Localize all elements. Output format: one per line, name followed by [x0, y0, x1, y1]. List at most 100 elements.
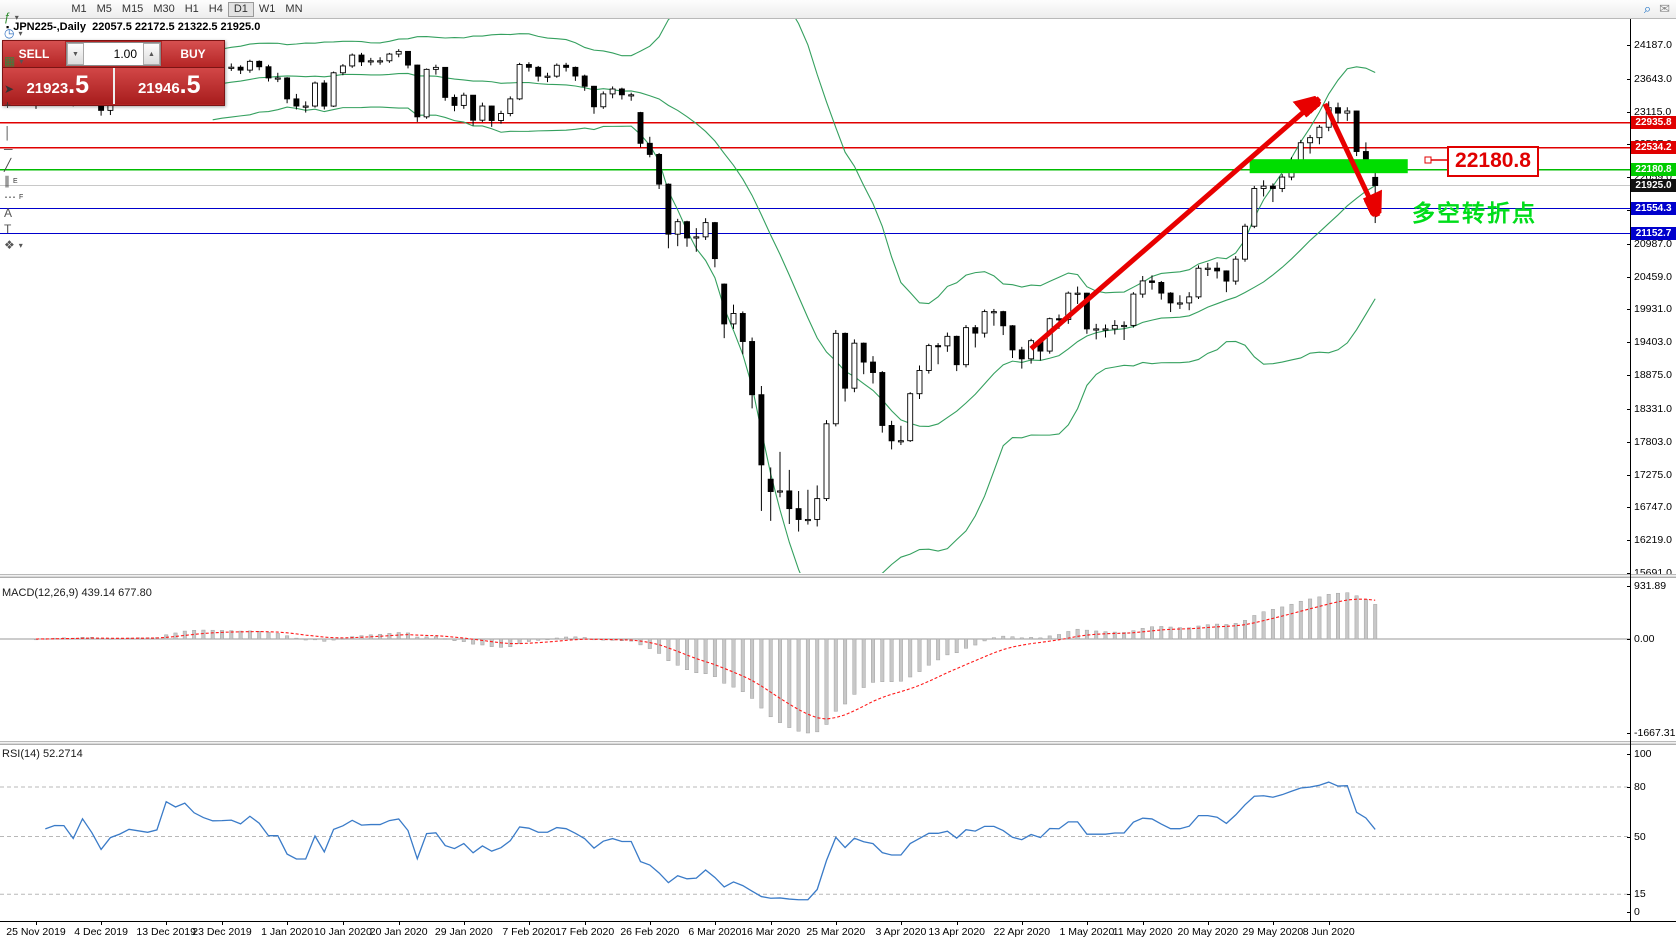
- macd-bar: [331, 638, 336, 641]
- time-axis[interactable]: 25 Nov 2019 4 Dec 2019 13 Dec 2019 23 Dec 2…: [0, 922, 1676, 940]
- timeframe-h1[interactable]: H1: [184, 2, 199, 15]
- volume-increase-button[interactable]: ▲: [143, 43, 160, 65]
- equidistant-channel-icon[interactable]: ∥ E: [0, 173, 66, 189]
- periods-icon[interactable]: ◷ ▾: [0, 25, 66, 41]
- date-tick: [36, 922, 37, 925]
- macd-bar: [1019, 637, 1024, 640]
- candle-body: [1009, 325, 1016, 351]
- macd-bar: [443, 638, 448, 640]
- macd-bar: [722, 638, 727, 684]
- chat-icon[interactable]: ✉: [1659, 1, 1670, 16]
- macd-bar: [1205, 624, 1210, 640]
- price-tick-label: 20459.0: [1634, 270, 1672, 283]
- date-tick: [835, 922, 837, 925]
- candle-body: [312, 82, 318, 107]
- macd-bar: [1150, 626, 1154, 640]
- arrows-icon[interactable]: ❖ ▾: [0, 237, 66, 253]
- candle-body: [972, 327, 979, 334]
- volume-input[interactable]: 1.00: [84, 43, 143, 65]
- date-label: 25 Mar 2020: [806, 926, 866, 938]
- candle-body: [711, 222, 718, 260]
- horizontal-line-icon[interactable]: ─: [0, 141, 66, 157]
- candle-body: [535, 66, 542, 77]
- macd-panel-splitter[interactable]: [0, 574, 1676, 578]
- timeframe-d1[interactable]: D1: [227, 1, 254, 17]
- chart-template-icon-dropdown[interactable]: ▾: [19, 56, 24, 66]
- volume-decrease-button[interactable]: ▼: [67, 43, 84, 65]
- rsi-indicator-label: RSI(14) 52.2714: [2, 748, 83, 760]
- arrows-icon-dropdown[interactable]: ▾: [18, 240, 23, 250]
- candle-body: [395, 50, 402, 55]
- macd-bar: [945, 638, 950, 656]
- price-callout-22180[interactable]: 22180.8: [1447, 146, 1539, 177]
- candle-body: [228, 66, 235, 69]
- macd-bar: [1140, 628, 1145, 640]
- search-icon[interactable]: ⌕: [1643, 1, 1652, 16]
- sell-price-button[interactable]: 21923 .5: [3, 68, 115, 104]
- timeframe-m15[interactable]: M15: [121, 2, 144, 15]
- trendline-icon[interactable]: ╱: [0, 157, 66, 173]
- date-tick: [956, 922, 958, 925]
- trend-arrow-down[interactable]: [1322, 102, 1378, 216]
- macd-bar: [833, 638, 838, 712]
- periods-icon-dropdown[interactable]: ▾: [18, 28, 23, 38]
- macd-bar: [1075, 628, 1080, 640]
- timeframe-m5[interactable]: M5: [96, 2, 112, 15]
- macd-bar: [1270, 609, 1275, 640]
- macd-bar: [1187, 627, 1192, 640]
- equidistant-channel-icon: ∥: [4, 174, 10, 188]
- candle-body: [842, 332, 849, 389]
- text-icon[interactable]: A: [0, 205, 66, 221]
- candle-body: [507, 98, 514, 114]
- chart-template-icon[interactable]: ▦ ▾: [0, 53, 66, 69]
- macd-bar: [880, 638, 885, 682]
- indicators-icon[interactable]: ƒ ▾: [0, 9, 66, 25]
- sell-button[interactable]: SELL: [3, 41, 65, 67]
- timeframe-m30[interactable]: M30: [153, 2, 175, 15]
- candle-body: [1307, 137, 1314, 144]
- crosshair-icon[interactable]: +: [0, 97, 66, 113]
- indicators-icon-dropdown[interactable]: ▾: [14, 12, 19, 22]
- price-axis[interactable]: 24187.023643.023115.022587.022059.021531…: [1627, 18, 1676, 921]
- candle-body: [925, 345, 932, 371]
- candle-body: [665, 183, 672, 235]
- buy-button[interactable]: BUY: [162, 41, 224, 67]
- candle-body: [916, 370, 923, 395]
- timeframe-mn[interactable]: MN: [285, 2, 303, 15]
- fibonacci-icon[interactable]: ⋯ F: [0, 189, 66, 205]
- timeframe-m1[interactable]: M1: [71, 2, 87, 15]
- turning-point-note[interactable]: 多空转折点: [1412, 200, 1537, 226]
- macd-axis-label: 931.89: [1634, 580, 1667, 592]
- timeframe-h4[interactable]: H4: [208, 2, 223, 15]
- buy-price-button[interactable]: 21946 .5: [114, 68, 224, 104]
- date-label: 1 Jan 2020: [261, 926, 314, 938]
- candle-body: [777, 490, 783, 493]
- chart-ohlc-values: 22057.5 22172.5 21322.5 21925.0: [92, 21, 261, 33]
- vertical-line-icon[interactable]: │: [0, 125, 66, 141]
- macd-bar: [285, 635, 290, 640]
- indicators-icon: ƒ: [4, 10, 11, 24]
- macd-bar: [889, 638, 894, 682]
- axis-tick: [1627, 754, 1631, 755]
- candle-body: [525, 64, 532, 68]
- date-tick: [222, 922, 223, 925]
- cursor-icon[interactable]: ➤: [0, 81, 66, 97]
- text-label-icon[interactable]: T: [0, 221, 66, 237]
- candle-body: [981, 311, 988, 334]
- macd-bar: [452, 638, 457, 641]
- candle-body: [1186, 296, 1193, 304]
- date-tick: [584, 922, 586, 925]
- rsi-panel-splitter[interactable]: [0, 741, 1676, 745]
- trend-arrow-up[interactable]: [1029, 98, 1319, 351]
- price-tick-label: 16219.0: [1634, 534, 1672, 547]
- candle-body: [1149, 280, 1155, 283]
- macd-bar: [759, 638, 764, 709]
- equidistant-channel-icon-sub: E: [13, 177, 18, 185]
- rsi-axis-label: 50: [1634, 830, 1646, 843]
- timeframe-w1[interactable]: W1: [258, 2, 276, 15]
- highlight-zone-rect[interactable]: [1249, 159, 1408, 174]
- candle-body: [944, 335, 951, 347]
- candle-body: [870, 361, 876, 373]
